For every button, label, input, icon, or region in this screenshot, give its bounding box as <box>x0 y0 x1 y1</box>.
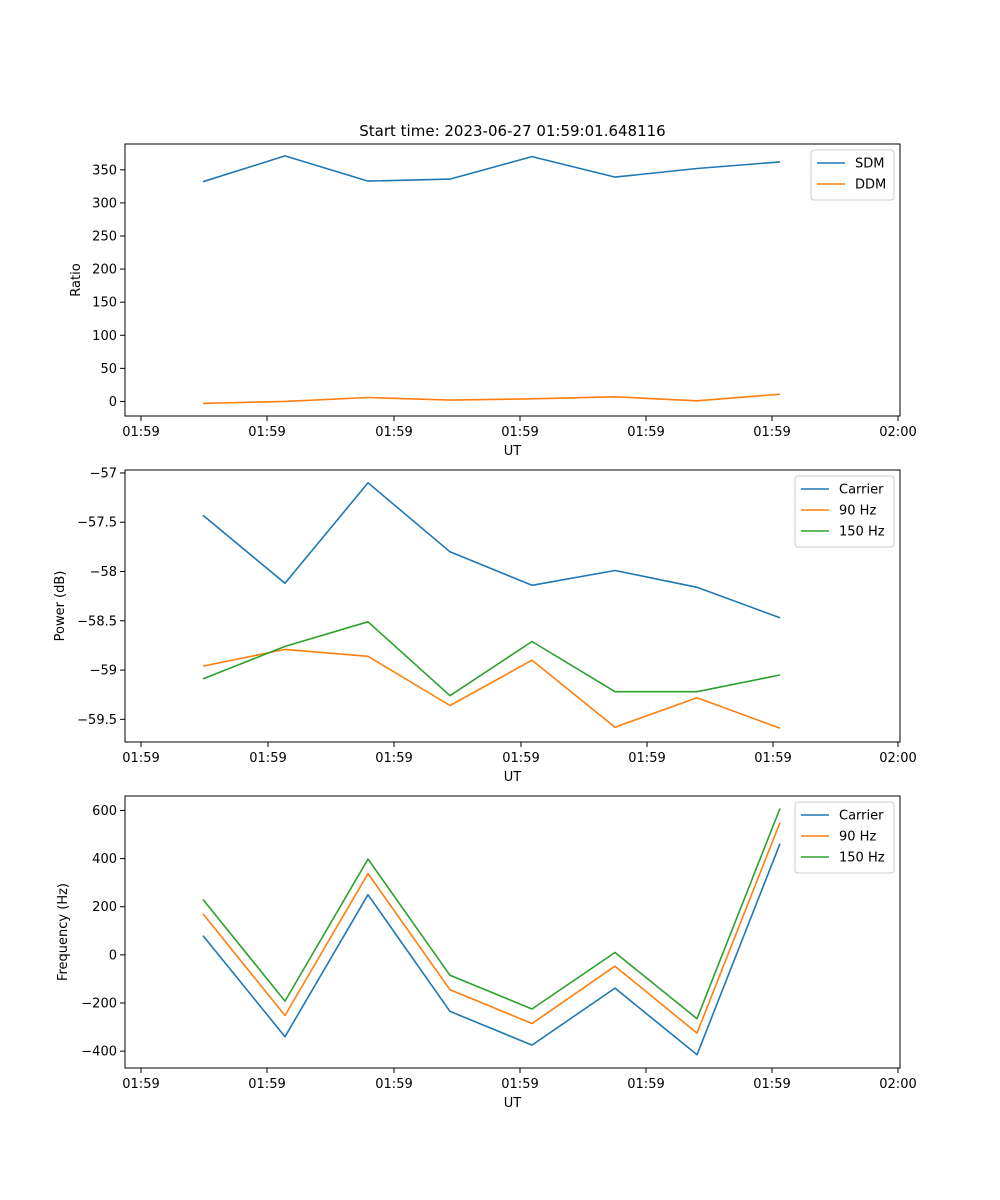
chart-panel-2: −57 −57.5 −58 −58.5 −59 −59.5 01:59 01:59 01:59 0… <box>53 466 917 785</box>
series-line-carrier <box>202 843 781 1056</box>
x-tick-label: 01:59 <box>753 425 790 440</box>
y-tick-label: −58.5 <box>77 614 117 629</box>
axes-frame <box>124 469 901 743</box>
x-tick-label: 01:59 <box>249 751 286 766</box>
legend-label: DDM <box>855 178 886 193</box>
y-tick-label: 600 <box>92 804 117 819</box>
y-tick-label: −400 <box>81 1045 117 1060</box>
y-tick-label: 150 <box>92 296 117 311</box>
series-line-150-hz <box>202 620 781 697</box>
legend-label: 90 Hz <box>839 504 876 519</box>
y-tick-label: 50 <box>100 362 117 377</box>
legend-label: Carrier <box>839 809 884 824</box>
legend-label: 150 Hz <box>839 525 885 540</box>
chart-panel-3: 600 400 200 0 −200 −400 01:59 01:59 01:59 01:59 01… <box>56 795 917 1111</box>
x-tick-label: 01:59 <box>248 1077 285 1092</box>
y-axis-label: Power (dB) <box>53 571 68 642</box>
y-tick-label: 300 <box>92 196 117 211</box>
y-tick-label: −59.5 <box>77 713 117 728</box>
axes-frame <box>124 143 901 417</box>
axes-frame <box>124 795 901 1069</box>
y-tick-label: 200 <box>92 263 117 278</box>
chart-title: Start time: 2023-06-27 01:59:01.648116 <box>359 122 665 140</box>
x-tick-label: 01:59 <box>627 1077 664 1092</box>
x-tick-label: 01:59 <box>375 751 412 766</box>
series-line-150-hz <box>202 808 781 1020</box>
x-tick-label: 01:59 <box>248 425 285 440</box>
y-tick-label: 350 <box>92 163 117 178</box>
series-line-ddm <box>202 393 781 405</box>
x-tick-label: 01:59 <box>375 1077 412 1092</box>
series-line-carrier <box>202 481 781 619</box>
y-tick-label: 400 <box>92 852 117 867</box>
legend-label: Carrier <box>839 483 884 498</box>
x-tick-label: 01:59 <box>122 1077 159 1092</box>
chart-panel-1: 0 50 100 150 200 250 300 350 01:59 01:59 01:59 01:5… <box>69 143 917 459</box>
x-tick-label: 02:00 <box>879 751 916 766</box>
x-tick-label: 02:00 <box>879 425 916 440</box>
x-tick-label: 01:59 <box>753 1077 790 1092</box>
y-tick-label: 0 <box>109 948 117 963</box>
y-tick-label: −59 <box>90 664 117 679</box>
series-line-90-hz <box>202 648 781 729</box>
series-line-90-hz <box>202 822 781 1034</box>
legend-box <box>794 475 895 548</box>
legend-label: SDM <box>855 157 884 172</box>
y-axis-label: Ratio <box>69 263 84 296</box>
x-tick-label: 01:59 <box>501 1077 538 1092</box>
x-tick-label: 01:59 <box>754 751 791 766</box>
y-tick-label: 0 <box>109 395 117 410</box>
x-tick-label: 01:59 <box>375 425 412 440</box>
x-tick-label: 01:59 <box>502 751 539 766</box>
x-tick-label: 01:59 <box>627 425 664 440</box>
legend-label: 90 Hz <box>839 830 876 845</box>
y-axis-label: Frequency (Hz) <box>56 883 71 981</box>
legend-box <box>794 801 895 874</box>
series-line-sdm <box>202 155 781 183</box>
y-tick-label: −57 <box>90 466 117 481</box>
x-tick-label: 01:59 <box>122 751 159 766</box>
x-axis-label: UT <box>504 444 522 459</box>
x-tick-label: 01:59 <box>628 751 665 766</box>
y-tick-label: 100 <box>92 329 117 344</box>
x-axis-label: UT <box>504 1096 522 1111</box>
legend-label: 150 Hz <box>839 851 885 866</box>
y-tick-label: 250 <box>92 229 117 244</box>
x-tick-label: 02:00 <box>879 1077 916 1092</box>
x-axis-label: UT <box>504 770 522 785</box>
y-tick-label: 200 <box>92 900 117 915</box>
x-tick-label: 01:59 <box>122 425 159 440</box>
x-tick-label: 01:59 <box>501 425 538 440</box>
y-tick-label: −58 <box>90 565 117 580</box>
y-tick-label: −57.5 <box>77 516 117 531</box>
y-tick-label: −200 <box>81 997 117 1012</box>
